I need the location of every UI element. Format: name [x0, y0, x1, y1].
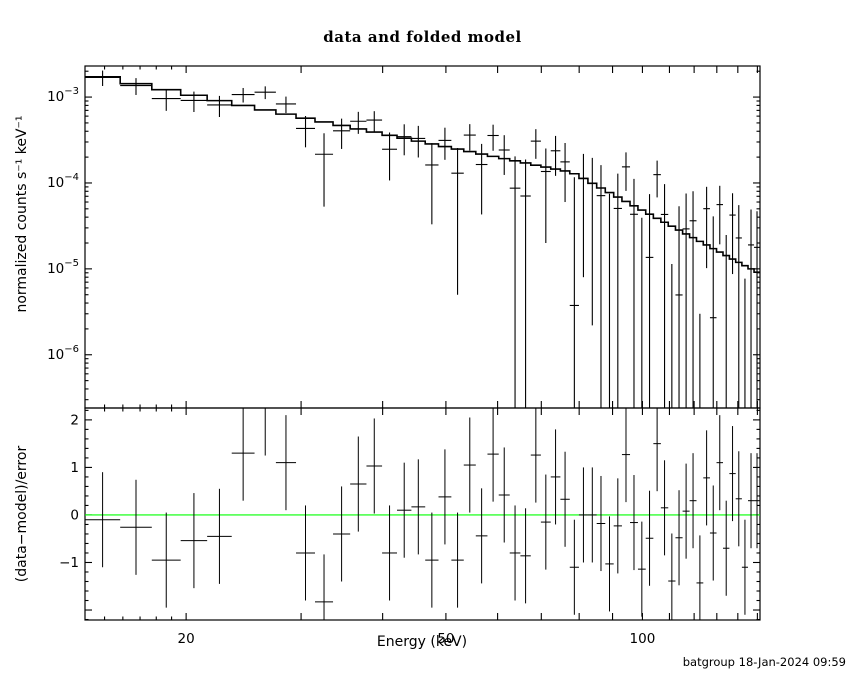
x-tick-label: 20 [178, 631, 195, 647]
timestamp-stamp: batgroup 18-Jan-2024 09:59 [682, 655, 846, 669]
x-tick-label: 50 [437, 631, 454, 647]
y-tick-label: 10−4 [47, 172, 79, 191]
x-tick-label: 100 [630, 631, 656, 647]
plot-title: data and folded model [323, 28, 522, 46]
residual-y-axis-label: (data−model)/error [14, 445, 30, 583]
panel-frames [84, 65, 761, 621]
spectrum-y-axis-label: normalized counts s⁻¹ keV⁻¹ [14, 115, 30, 313]
y-tick-label: −1 [59, 555, 79, 571]
y-tick-label: 10−3 [47, 86, 79, 105]
residual-data-series [85, 408, 760, 620]
y-tick-label: 10−5 [47, 258, 79, 277]
axis-ticks [85, 66, 760, 621]
residual-panel-frame [84, 407, 761, 621]
spectrum-panel-frame [84, 65, 761, 409]
tick-labels: 20 50 100 10−3 10−4 10−5 10−6 −1 0 1 2 [47, 86, 655, 647]
y-tick-label: 1 [70, 460, 79, 476]
x-axis-label: Energy (keV) [376, 634, 468, 650]
y-tick-label: 0 [70, 507, 79, 523]
y-tick-label: 10−6 [47, 344, 79, 363]
y-tick-label: 2 [70, 412, 79, 428]
spectrum-data-series [85, 70, 760, 408]
